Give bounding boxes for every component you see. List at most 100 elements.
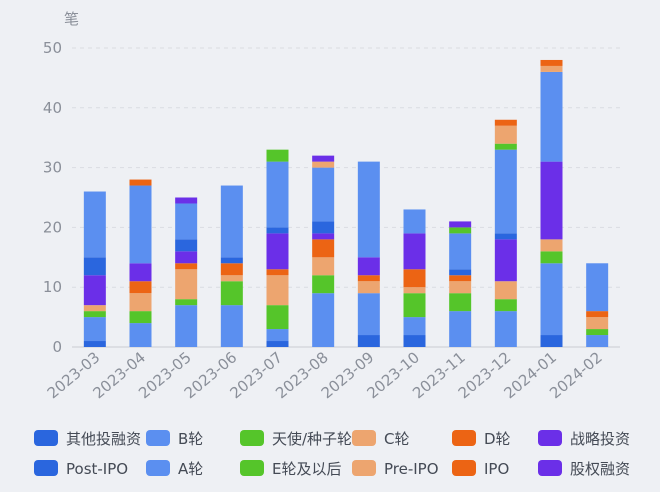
legend-label[interactable]: 股权融资	[570, 460, 630, 478]
bar-segment	[357, 335, 380, 347]
bar-segment	[403, 317, 426, 336]
bar-segment	[129, 263, 152, 282]
legend-label[interactable]: Pre-IPO	[384, 460, 439, 478]
legend-label[interactable]: 战略投资	[570, 430, 630, 448]
legend-swatch[interactable]	[452, 460, 476, 476]
bar-segment	[540, 161, 563, 240]
bar-segment	[540, 65, 563, 72]
bar-segment	[494, 281, 517, 300]
legend-label[interactable]: E轮及以后	[272, 460, 341, 478]
y-tick-label: 40	[43, 99, 62, 117]
y-tick-label: 10	[43, 278, 62, 296]
bar-segment	[175, 263, 198, 270]
y-axis-ticks: 0 10 20 30 40 50	[43, 39, 62, 356]
bar-segment	[357, 275, 380, 282]
bar-segment	[266, 275, 289, 306]
bar-segment	[403, 209, 426, 234]
bar-segment	[540, 335, 563, 347]
bar-segment	[449, 233, 472, 270]
bar-segment	[403, 287, 426, 294]
bar-segment	[494, 119, 517, 126]
bar-segment	[312, 155, 335, 162]
legend-label[interactable]: A轮	[178, 460, 203, 478]
bar-segment	[220, 185, 243, 258]
bar-segment	[220, 257, 243, 264]
bar-segment	[220, 281, 243, 306]
legend-label[interactable]: 其他投融资	[66, 430, 141, 448]
bar-segment	[312, 293, 335, 347]
legend-swatch[interactable]	[538, 460, 562, 476]
y-tick-label: 20	[43, 218, 62, 236]
legend-label[interactable]: 天使/种子轮	[272, 430, 352, 448]
y-tick-label: 30	[43, 159, 62, 177]
bar-segment	[449, 281, 472, 294]
bar-segment	[357, 293, 380, 336]
bar-segment	[83, 341, 106, 347]
y-tick-label: 0	[52, 338, 62, 356]
legend-swatch[interactable]	[240, 430, 264, 446]
legend-label[interactable]: B轮	[178, 430, 203, 448]
bar-segment	[175, 203, 198, 240]
bar-segment	[494, 239, 517, 282]
bar-segment	[586, 317, 609, 330]
legend-swatch[interactable]	[34, 430, 58, 446]
bar-segment	[175, 197, 198, 204]
bar-segment	[449, 293, 472, 312]
bar-segment	[540, 251, 563, 264]
bar-segment	[449, 221, 472, 228]
bar-segment	[129, 293, 152, 312]
bar-segment	[266, 233, 289, 270]
bar-segment	[494, 299, 517, 312]
bar-segment	[83, 311, 106, 318]
legend-swatch[interactable]	[34, 460, 58, 476]
bar-segment	[494, 143, 517, 150]
bar-segment	[83, 275, 106, 306]
legend-label[interactable]: Post-IPO	[66, 460, 128, 478]
grid-lines	[72, 47, 620, 348]
bar-segment	[266, 341, 289, 347]
bar-segment	[266, 161, 289, 228]
bar-segment	[175, 251, 198, 264]
legend-label[interactable]: C轮	[384, 430, 409, 448]
bar-segment	[540, 239, 563, 252]
bar-segment	[312, 221, 335, 234]
bar-segment	[129, 185, 152, 264]
legend: 其他投融资 B轮 天使/种子轮 C轮 D轮 战略投资 Post-IPO A轮 E轮及以后 Pre-…	[34, 430, 630, 478]
y-tick-label: 50	[43, 39, 62, 57]
bar-segment	[449, 311, 472, 347]
bar-segment	[403, 293, 426, 318]
legend-swatch[interactable]	[240, 460, 264, 476]
bar-segment	[403, 269, 426, 288]
bar-segment	[312, 239, 335, 258]
legend-swatch[interactable]	[146, 430, 170, 446]
bar-segment	[494, 125, 517, 144]
legend-swatch[interactable]	[352, 430, 376, 446]
bar-segment	[266, 269, 289, 276]
bar-segment	[494, 311, 517, 347]
bar-segment	[540, 71, 563, 162]
bar-segment	[449, 269, 472, 276]
bar-segment	[586, 329, 609, 336]
bar-segment	[175, 269, 198, 300]
bar-segment	[129, 311, 152, 324]
legend-swatch[interactable]	[146, 460, 170, 476]
legend-label[interactable]: IPO	[484, 460, 509, 478]
y-axis-unit-label: 笔	[64, 10, 79, 28]
x-axis-ticks: 2023-032023-042023-052023-062023-072023-…	[44, 348, 606, 402]
legend-label[interactable]: D轮	[484, 430, 511, 448]
bar-segment	[312, 233, 335, 240]
bar-segment	[266, 305, 289, 330]
bar-segment	[357, 281, 380, 294]
legend-swatch[interactable]	[352, 460, 376, 476]
bar-segment	[129, 281, 152, 294]
bar-segment	[494, 233, 517, 240]
bar-segment	[357, 161, 380, 258]
bar-segment	[129, 179, 152, 186]
legend-swatch[interactable]	[538, 430, 562, 446]
legend-swatch[interactable]	[452, 430, 476, 446]
bar-segment	[312, 167, 335, 222]
bar-segment	[220, 263, 243, 276]
bar-segment	[83, 305, 106, 312]
bar-segment	[449, 275, 472, 282]
